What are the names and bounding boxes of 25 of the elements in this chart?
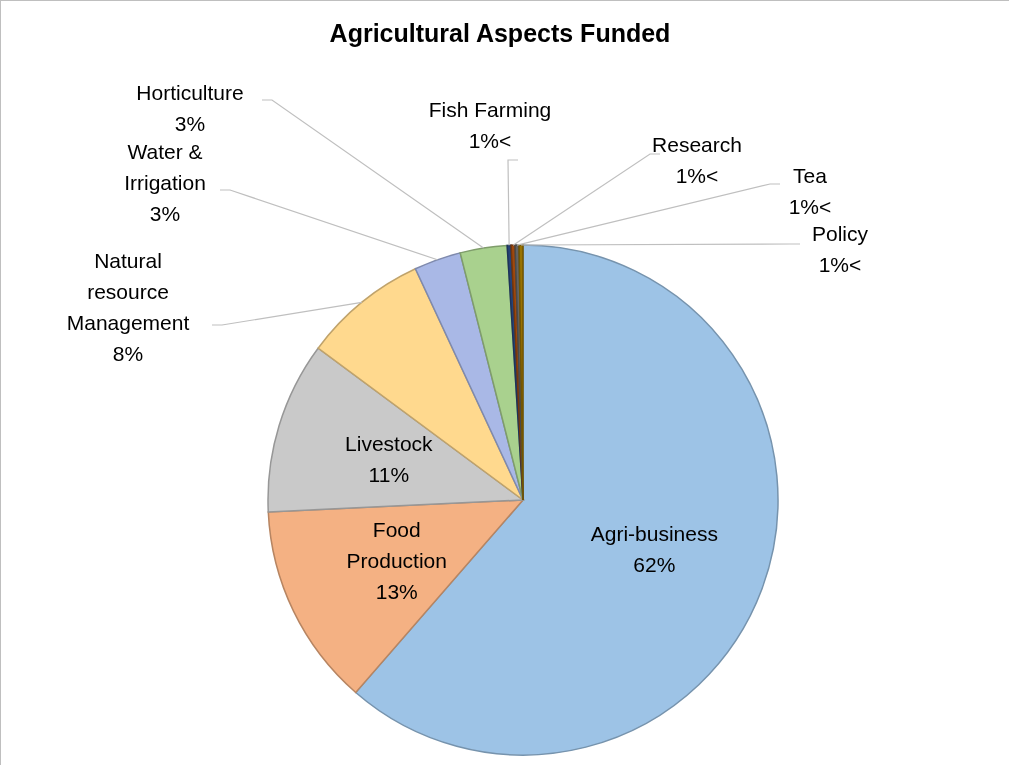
data-label: 1%< (818, 253, 862, 276)
pie-slice (267, 347, 524, 513)
slice-label: Water & Irrigation (124, 140, 206, 194)
data-label: 1%< (788, 195, 832, 218)
slice-label: Horticulture (136, 81, 244, 104)
slice-label: Livestock (345, 431, 434, 455)
pie-slice (518, 244, 524, 501)
slice-label: Research (652, 133, 742, 156)
slice-label: Agri-business (590, 521, 718, 545)
data-label: 8% (112, 342, 144, 365)
slice-label: Fish Farming (428, 98, 552, 121)
data-label: 3% (174, 112, 206, 135)
slice-label: Food Production (346, 518, 447, 573)
data-label: 1%< (675, 164, 719, 187)
data-label: 1%< (468, 129, 512, 152)
data-label: 13% (375, 580, 418, 604)
data-label: 11% (368, 462, 410, 486)
pie-slice (317, 268, 524, 501)
slice-label: Policy (811, 222, 869, 245)
data-label: 3% (149, 202, 181, 225)
pie-slice (267, 499, 524, 694)
chart-title: Agricultural Aspects Funded (329, 19, 671, 47)
data-label: 62% (633, 552, 676, 576)
slice-label: Natural resource Management (66, 249, 190, 334)
slice-label: Tea (793, 164, 828, 187)
